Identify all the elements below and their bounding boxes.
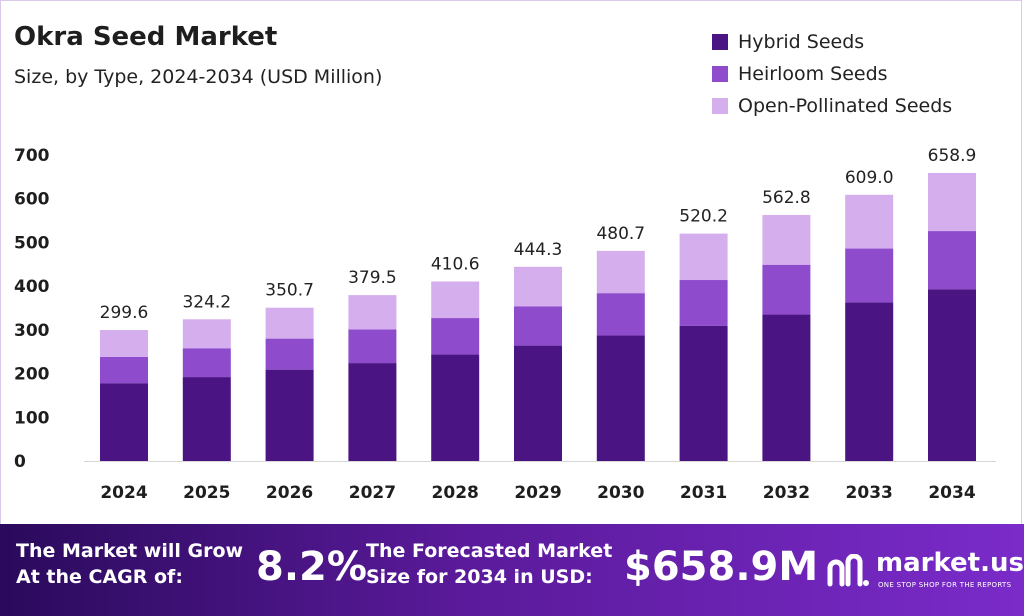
total-label-2034: 658.9 bbox=[928, 146, 977, 166]
bar-hybrid-2030 bbox=[596, 335, 645, 461]
bar-hybrid-2026 bbox=[265, 369, 314, 461]
total-label-2024: 299.6 bbox=[100, 303, 149, 323]
bar-heirloom-2029 bbox=[514, 306, 562, 346]
bar-hybrid-2025 bbox=[182, 377, 231, 461]
total-label-2030: 480.7 bbox=[596, 224, 645, 244]
legend-item-open-pollinated: Open-Pollinated Seeds bbox=[712, 90, 952, 122]
y-tick-label: 600 bbox=[14, 190, 50, 210]
legend-item-heirloom: Heirloom Seeds bbox=[712, 58, 952, 90]
y-tick-label: 300 bbox=[14, 321, 50, 341]
brand-logo: market.us ONE STOP SHOP FOR THE REPORTS bbox=[826, 548, 1024, 598]
legend: Hybrid Seeds Heirloom Seeds Open-Pollina… bbox=[712, 26, 952, 122]
bar-hybrid-2027 bbox=[348, 363, 397, 461]
bar-open-pollinated-2031 bbox=[679, 233, 728, 281]
summary-banner: The Market will Grow At the CAGR of: 8.2… bbox=[0, 524, 1024, 616]
bar-heirloom-2028 bbox=[431, 318, 480, 355]
legend-label-heirloom: Heirloom Seeds bbox=[738, 63, 888, 85]
bar-open-pollinated-2025 bbox=[182, 319, 231, 349]
total-label-2033: 609.0 bbox=[845, 168, 894, 188]
bar-heirloom-2030 bbox=[596, 293, 645, 336]
x-tick-label: 2027 bbox=[349, 483, 396, 503]
y-tick-label: 0 bbox=[14, 452, 26, 472]
x-tick-label: 2024 bbox=[100, 483, 147, 503]
bar-heirloom-2025 bbox=[182, 348, 231, 378]
bar-open-pollinated-2032 bbox=[762, 214, 811, 265]
brand-tagline: ONE STOP SHOP FOR THE REPORTS bbox=[878, 581, 1012, 589]
bar-heirloom-2034 bbox=[928, 231, 976, 290]
bars-group: 299.6 324.2 350.7 379.5 410.6 444.3 480.7 520.2… bbox=[100, 146, 977, 461]
legend-label-open-pollinated: Open-Pollinated Seeds bbox=[738, 95, 953, 117]
bar-open-pollinated-2034 bbox=[928, 172, 976, 232]
x-tick-label: 2029 bbox=[514, 483, 561, 503]
total-label-2028: 410.6 bbox=[431, 255, 480, 275]
bar-hybrid-2031 bbox=[679, 325, 728, 461]
total-label-2032: 562.8 bbox=[762, 188, 811, 208]
bar-heirloom-2032 bbox=[762, 264, 811, 315]
bar-heirloom-2031 bbox=[679, 280, 728, 326]
bar-heirloom-2026 bbox=[265, 338, 314, 370]
bar-heirloom-2033 bbox=[845, 248, 894, 303]
y-tick-label: 100 bbox=[14, 408, 50, 428]
bar-hybrid-2028 bbox=[431, 354, 480, 461]
x-tick-label: 2034 bbox=[928, 483, 975, 503]
bar-open-pollinated-2027 bbox=[348, 295, 397, 330]
bar-open-pollinated-2030 bbox=[596, 250, 645, 294]
bar-hybrid-2024 bbox=[100, 383, 148, 461]
bar-hybrid-2034 bbox=[928, 289, 976, 461]
bar-heirloom-2027 bbox=[348, 329, 397, 364]
bar-open-pollinated-2029 bbox=[514, 266, 562, 307]
y-tick-label: 400 bbox=[14, 277, 50, 297]
bar-hybrid-2029 bbox=[514, 345, 562, 461]
cagr-text: The Market will Grow At the CAGR of: bbox=[16, 540, 244, 588]
bar-open-pollinated-2024 bbox=[100, 330, 148, 357]
bar-hybrid-2032 bbox=[762, 314, 811, 461]
y-tick-label: 200 bbox=[14, 365, 50, 385]
brand-logo-icon bbox=[827, 554, 869, 587]
brand-name: market.us bbox=[876, 548, 1024, 578]
x-tick-label: 2032 bbox=[763, 483, 810, 503]
x-tick-label: 2031 bbox=[680, 483, 727, 503]
legend-label-hybrid: Hybrid Seeds bbox=[738, 31, 865, 53]
bar-open-pollinated-2028 bbox=[431, 281, 480, 319]
cagr-value: 8.2% bbox=[256, 544, 367, 590]
total-label-2026: 350.7 bbox=[265, 281, 314, 301]
y-axis: 0 100 200 300 400 500 600 700 bbox=[14, 146, 50, 472]
total-label-2025: 324.2 bbox=[182, 292, 231, 312]
x-tick-label: 2028 bbox=[432, 483, 479, 503]
x-axis: 2024 2025 2026 2027 2028 2029 2030 2031 2032 2033… bbox=[100, 483, 975, 503]
x-tick-label: 2033 bbox=[846, 483, 893, 503]
bar-open-pollinated-2026 bbox=[265, 307, 314, 339]
x-tick-label: 2025 bbox=[183, 483, 230, 503]
total-label-2027: 379.5 bbox=[348, 268, 397, 288]
chart-title: Okra Seed Market bbox=[14, 22, 278, 52]
bar-open-pollinated-2033 bbox=[845, 194, 894, 249]
forecast-value: $658.9M bbox=[624, 544, 819, 590]
y-tick-label: 500 bbox=[14, 233, 50, 253]
x-tick-label: 2030 bbox=[597, 483, 644, 503]
legend-swatch-hybrid bbox=[712, 34, 728, 50]
bar-heirloom-2024 bbox=[100, 356, 148, 384]
total-label-2029: 444.3 bbox=[514, 240, 563, 260]
forecast-text: The Forecasted Market Size for 2034 in U… bbox=[366, 540, 613, 588]
x-tick-label: 2026 bbox=[266, 483, 313, 503]
legend-swatch-open-pollinated bbox=[712, 98, 728, 114]
bar-chart: 0 100 200 300 400 500 600 700 299.6 324.2 350.7 37… bbox=[14, 146, 996, 503]
y-tick-label: 700 bbox=[14, 146, 50, 166]
bar-hybrid-2033 bbox=[845, 302, 894, 461]
legend-item-hybrid: Hybrid Seeds bbox=[712, 26, 952, 58]
total-label-2031: 520.2 bbox=[679, 207, 728, 227]
legend-swatch-heirloom bbox=[712, 66, 728, 82]
chart-subtitle: Size, by Type, 2024-2034 (USD Million) bbox=[14, 66, 383, 88]
